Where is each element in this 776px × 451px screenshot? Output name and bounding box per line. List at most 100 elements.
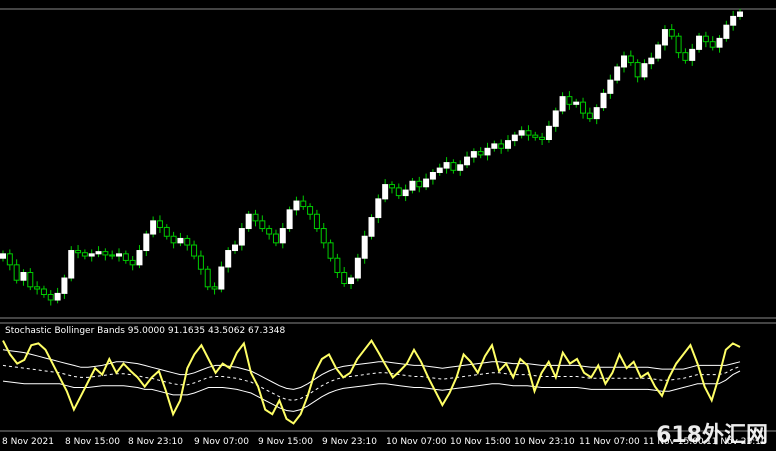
candle (341, 267, 348, 287)
indicator-chart[interactable] (2, 338, 741, 425)
candle (402, 184, 409, 202)
candle-body (6, 253, 13, 266)
candle-body (716, 37, 723, 48)
candle-body (545, 125, 552, 141)
candle-body (225, 250, 232, 268)
candle-body (614, 66, 621, 81)
candle (156, 215, 163, 233)
candle-body (293, 200, 300, 211)
candle (354, 253, 361, 282)
candle (518, 126, 525, 139)
candle-body (238, 228, 245, 246)
candle (689, 43, 696, 66)
candle (102, 248, 109, 261)
candle-body (334, 257, 341, 274)
candle (395, 183, 402, 199)
candle-body (95, 251, 102, 255)
candle (573, 98, 580, 108)
candle (457, 160, 464, 176)
candle-body (539, 136, 546, 141)
candle (259, 215, 266, 232)
candle (0, 250, 6, 262)
time-axis-label: 11 Nov 15:00 (643, 437, 704, 447)
candle-body (580, 101, 587, 114)
candle (20, 269, 27, 286)
candle (586, 107, 593, 122)
candle-body (416, 180, 423, 188)
candle (477, 147, 484, 159)
candle (607, 74, 614, 99)
candle (204, 265, 211, 291)
candle (81, 249, 88, 260)
candle-body (136, 250, 143, 266)
candle (668, 24, 675, 40)
candle-body (682, 52, 689, 61)
candle-body (252, 213, 259, 222)
candle-body (470, 151, 477, 158)
candle-body (709, 41, 716, 48)
candle-body (368, 217, 375, 237)
indicator-label: Stochastic Bollinger Bands 95.0000 91.16… (5, 326, 286, 336)
time-axis-label: 10 Nov 23:10 (514, 437, 575, 447)
candle-body (245, 213, 252, 230)
candle-body (54, 292, 61, 301)
candle (627, 50, 634, 66)
candle (225, 247, 232, 273)
candle (641, 59, 648, 81)
candle (6, 249, 13, 271)
candle (116, 248, 123, 262)
candle (443, 157, 450, 174)
price-chart[interactable] (0, 8, 743, 306)
candle (61, 274, 68, 299)
candle (334, 253, 341, 279)
candle-body (184, 237, 191, 246)
candle-body (27, 272, 34, 288)
candle-body (395, 187, 402, 197)
candle-body (723, 24, 730, 39)
candle (320, 223, 327, 249)
candle-body (218, 266, 225, 290)
candle (614, 63, 621, 84)
candle-body (559, 96, 566, 112)
candle-body (668, 29, 675, 37)
candle-body (129, 259, 136, 266)
candle-body (532, 134, 539, 138)
candle-body (156, 220, 163, 228)
candle-body (88, 253, 95, 257)
candle (559, 92, 566, 115)
candle (136, 245, 143, 269)
candle-body (696, 35, 703, 50)
candle-body (143, 233, 150, 252)
candle (409, 177, 416, 194)
candle (348, 274, 355, 290)
candle-body (477, 151, 484, 156)
candle-body (634, 62, 641, 78)
candle-body (259, 220, 266, 230)
candle-body (286, 209, 293, 230)
candle-body (116, 253, 123, 257)
candle-body (388, 184, 395, 189)
candle-body (450, 162, 457, 171)
candle-body (375, 198, 382, 219)
candle (470, 148, 477, 163)
candle (27, 268, 34, 291)
candle-body (511, 134, 518, 142)
lower-band (2, 370, 741, 412)
candle (313, 209, 320, 232)
candle (218, 261, 225, 293)
candle (525, 125, 532, 141)
candle-body (348, 277, 355, 285)
indicator-pane-frame (0, 322, 776, 432)
candle-body (730, 15, 737, 26)
watermark-logo: 618外汇网 (656, 423, 768, 448)
candle (511, 131, 518, 147)
candle (709, 36, 716, 51)
candle (361, 230, 368, 264)
candle-body (382, 184, 389, 200)
candle-body (627, 55, 634, 64)
candle-body (266, 228, 273, 235)
candle-body (13, 264, 20, 281)
time-axis-label: 10 Nov 07:00 (386, 437, 447, 447)
candle-body (75, 250, 82, 254)
candle (464, 151, 471, 169)
